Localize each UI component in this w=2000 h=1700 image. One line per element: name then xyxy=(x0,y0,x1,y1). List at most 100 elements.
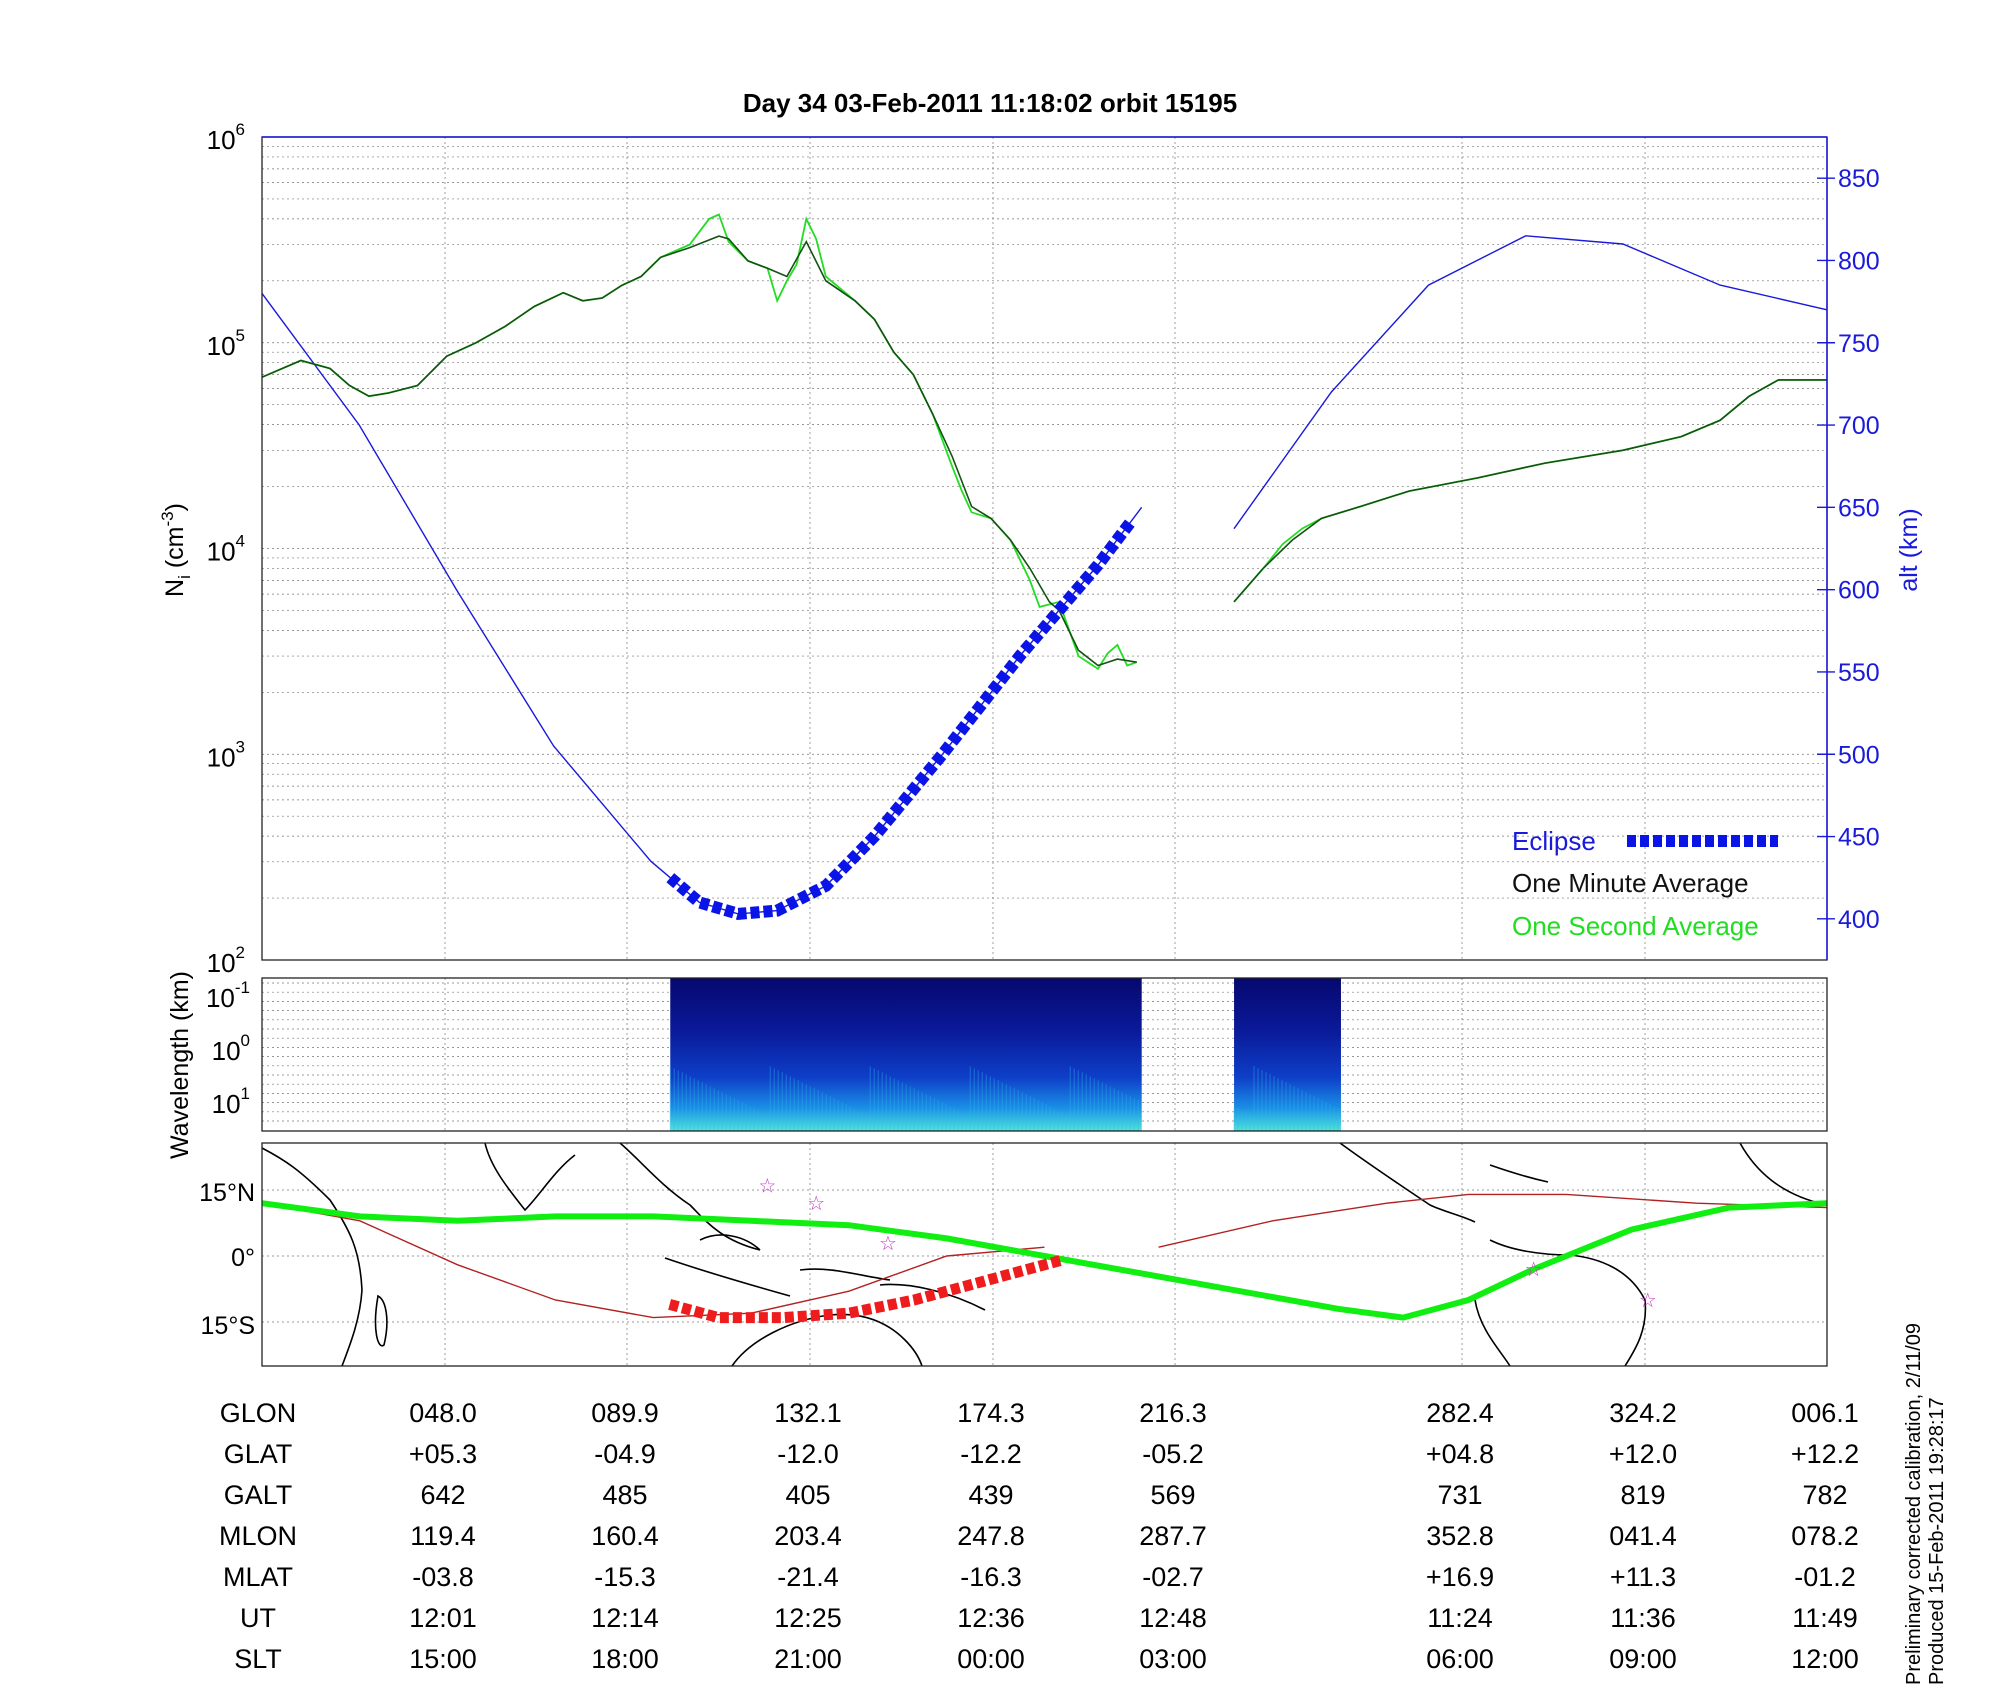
table-cell: -01.2 xyxy=(1794,1562,1856,1592)
table-cell: 642 xyxy=(420,1480,465,1510)
density-y-tick-label: 102 xyxy=(207,943,245,978)
spectrum-block xyxy=(1234,978,1341,1131)
table-cell: -02.7 xyxy=(1142,1562,1204,1592)
altitude-tick-label: 500 xyxy=(1838,741,1880,769)
table-cell: -21.4 xyxy=(777,1562,839,1592)
chart-title: Day 34 03-Feb-2011 11:18:02 orbit 15195 xyxy=(743,88,1237,118)
spectrum-y-tick-base: 10 xyxy=(212,1089,241,1119)
spectrum-blocks xyxy=(669,978,1341,1131)
table-cell: -12.2 xyxy=(960,1439,1022,1469)
table-cell: 569 xyxy=(1150,1480,1195,1510)
table-cell: +16.9 xyxy=(1426,1562,1494,1592)
table-cell: 439 xyxy=(968,1480,1013,1510)
table-cell: 09:00 xyxy=(1609,1644,1677,1674)
table-cell: +12.2 xyxy=(1791,1439,1859,1469)
table-cell: 041.4 xyxy=(1609,1521,1677,1551)
density-y-tick-base: 10 xyxy=(207,331,236,361)
table-cell: -04.9 xyxy=(594,1439,656,1469)
continent-outlines xyxy=(261,1142,1828,1367)
table-row-label: UT xyxy=(240,1603,276,1633)
madagascar-outline xyxy=(374,1294,388,1347)
station-star: ☆ xyxy=(1639,1290,1657,1312)
table-cell: 12:48 xyxy=(1139,1603,1207,1633)
station-star: ☆ xyxy=(758,1176,776,1198)
eclipse-track-line xyxy=(668,1255,1063,1324)
map-panel: ☆ ☆ ☆ ☆ ☆ 15°N 0° 15°S xyxy=(199,1142,1828,1367)
table-cell: 12:01 xyxy=(409,1603,477,1633)
spectrum-y-tick-base: 10 xyxy=(206,983,235,1013)
table-row-label: GLAT xyxy=(224,1439,293,1469)
eclipse-marker-line xyxy=(666,516,1137,920)
table-cell: 078.2 xyxy=(1791,1521,1859,1551)
density-y-tick-exp: 3 xyxy=(236,737,245,756)
ground-track-line xyxy=(261,1200,1828,1321)
table-cell: -16.3 xyxy=(960,1562,1022,1592)
table-cell: 216.3 xyxy=(1139,1398,1207,1428)
table-cell: 782 xyxy=(1802,1480,1847,1510)
density-y-tick-label: 104 xyxy=(207,532,245,567)
density-y-label-sub: i xyxy=(175,575,194,579)
lat-tick-15n: 15°N xyxy=(199,1179,255,1207)
station-stars: ☆ ☆ ☆ ☆ ☆ xyxy=(758,1176,1656,1312)
spectrum-y-tick-label: 10-1 xyxy=(206,978,250,1013)
table-cell: +04.8 xyxy=(1426,1439,1494,1469)
table-cell: +05.3 xyxy=(409,1439,477,1469)
lat-tick-0: 0° xyxy=(231,1244,255,1272)
altitude-tick-label: 700 xyxy=(1838,412,1880,440)
density-y-tick-label: 105 xyxy=(207,326,245,361)
table-cell: 12:14 xyxy=(591,1603,659,1633)
density-y-label: Ni (cm-3) xyxy=(158,503,194,597)
americas-outline xyxy=(1339,1142,1647,1367)
caribbean-outline xyxy=(1489,1164,1549,1183)
station-star: ☆ xyxy=(807,1193,825,1215)
table-cell: 15:00 xyxy=(409,1644,477,1674)
legend: Eclipse One Minute Average One Second Av… xyxy=(1512,826,1778,941)
density-y-tick-label: 103 xyxy=(207,737,245,772)
table-cell: 119.4 xyxy=(410,1521,476,1551)
table-cell: 132.1 xyxy=(774,1398,842,1428)
orbit-table: GLON GLAT GALT MLON MLAT UT SLT 048.0 +05.3 642 11… xyxy=(219,1398,1859,1674)
table-cell: +11.3 xyxy=(1610,1562,1676,1592)
table-cell: -05.2 xyxy=(1142,1439,1204,1469)
spectrum-y-tick-base: 10 xyxy=(212,1036,241,1066)
table-row-label: GALT xyxy=(224,1480,293,1510)
density-y-label-unit: (cm xyxy=(161,527,189,576)
table-cell: 12:36 xyxy=(957,1603,1025,1633)
table-cell: 089.9 xyxy=(591,1398,659,1428)
density-y-label-exp: -3 xyxy=(158,511,177,526)
indonesia-outline xyxy=(664,1234,891,1297)
australia-outline xyxy=(731,1313,923,1367)
table-cell: 006.1 xyxy=(1791,1398,1859,1428)
table-cell: 21:00 xyxy=(774,1644,842,1674)
altitude-tick-label: 750 xyxy=(1838,330,1880,358)
table-cell: 731 xyxy=(1437,1480,1482,1510)
altitude-tick-label: 550 xyxy=(1838,659,1880,687)
table-cell: 03:00 xyxy=(1139,1644,1207,1674)
table-cell: 405 xyxy=(785,1480,830,1510)
new-guinea-outline xyxy=(879,1283,986,1311)
spectrum-y-tick-exp: -1 xyxy=(235,978,250,997)
table-cell: 282.4 xyxy=(1426,1398,1494,1428)
altitude-y-label: alt (km) xyxy=(1895,508,1923,591)
spectrum-frame xyxy=(261,977,1828,1132)
table-cell: 352.8 xyxy=(1426,1521,1494,1551)
table-row-label: MLAT xyxy=(223,1562,293,1592)
table-cell: 11:36 xyxy=(1610,1603,1676,1633)
table-cell: 819 xyxy=(1620,1480,1665,1510)
table-cell: 11:49 xyxy=(1792,1603,1858,1633)
table-cell: 18:00 xyxy=(591,1644,659,1674)
density-y-tick-exp: 4 xyxy=(236,532,245,551)
table-cell: +12.0 xyxy=(1609,1439,1677,1469)
southeast-asia-outline xyxy=(619,1142,761,1251)
africa-outline xyxy=(261,1147,363,1367)
footer-line-1: Preliminary corrected calibration, 2/11/… xyxy=(1903,1323,1925,1685)
spectrum-y-label: Wavelength (km) xyxy=(166,971,194,1159)
map-frame xyxy=(261,1142,1828,1367)
altitude-y-ticks: 400 450 500 550 600 650 700 750 800 850 xyxy=(1817,165,1880,934)
spectrum-y-tick-label: 100 xyxy=(212,1031,250,1066)
altitude-tick-label: 800 xyxy=(1838,247,1880,275)
table-cell: 174.3 xyxy=(957,1398,1025,1428)
